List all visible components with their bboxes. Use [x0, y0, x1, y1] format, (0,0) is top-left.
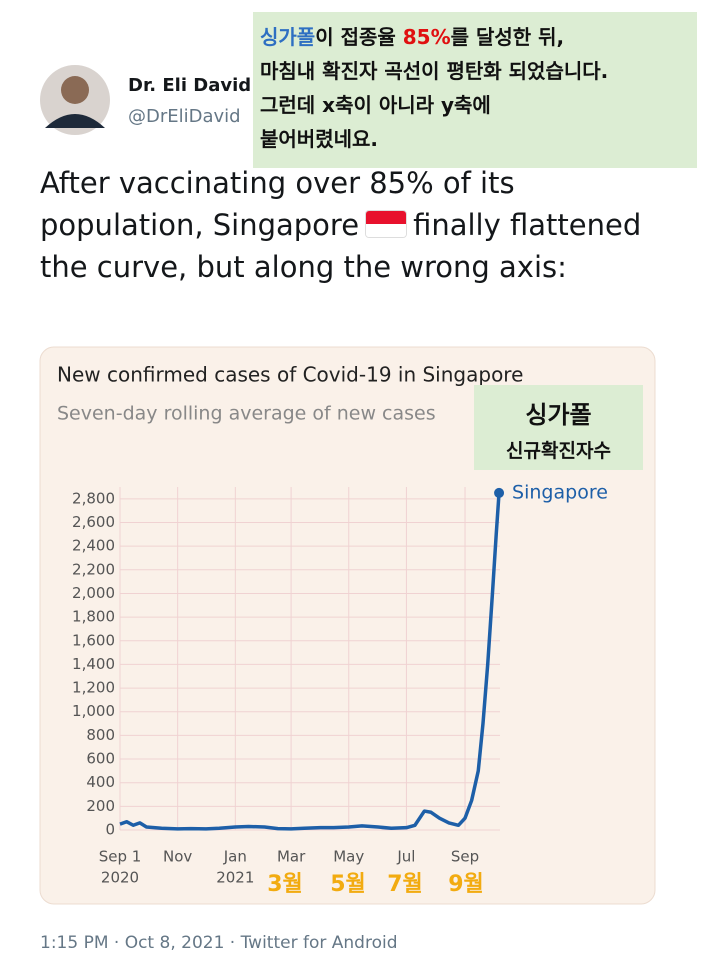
- x-tick-label: Jan: [223, 848, 247, 866]
- y-tick-label: 2,000: [72, 584, 115, 602]
- month-label: 5월: [330, 872, 366, 897]
- highlight: 싱가폴: [260, 25, 316, 49]
- month-label: 7월: [387, 872, 423, 897]
- tweet-footer: 1:15 PM · Oct 8, 2021 · Twitter for Andr…: [40, 933, 398, 953]
- annotation-line: 싱가폴이 접종율 85%를 달성한 뒤,: [260, 20, 690, 54]
- x-tick-sublabel: 2021: [216, 869, 254, 887]
- tweet-text: After vaccinating over 85% of its popula…: [40, 162, 680, 288]
- chart-card: [39, 346, 656, 905]
- annotation-box: 싱가폴이 접종율 85%를 달성한 뒤, 마침내 확진자 곡선이 평탄화 되었습니…: [253, 12, 697, 168]
- y-tick-label: 400: [86, 773, 115, 791]
- flag-icon: [365, 210, 408, 238]
- y-tick-label: 1,200: [72, 679, 115, 697]
- y-tick-label: 2,200: [72, 560, 115, 578]
- y-tick-label: 2,800: [72, 489, 115, 507]
- tweet-text-part: After vaccinating over 85% of its popula…: [40, 166, 515, 242]
- chart-label: 신규확진자수: [506, 440, 611, 462]
- legend-label: Singapore: [512, 481, 608, 503]
- x-tick-label: Jul: [396, 848, 415, 866]
- y-tick-label: 1,600: [72, 631, 115, 649]
- x-tick-sublabel: 2020: [101, 869, 139, 887]
- y-tick-label: 1,400: [72, 655, 115, 673]
- legend-dot: [494, 487, 505, 498]
- tweet-text-part: finally flattened the curve, but along t…: [40, 208, 642, 284]
- y-tick-label: 200: [86, 797, 115, 815]
- series-line: [119, 492, 501, 831]
- y-tick-label: 1,800: [72, 608, 115, 626]
- x-tick-label: May: [333, 848, 364, 866]
- y-tick-label: 2,400: [72, 537, 115, 555]
- plot: 0 200 400 600 800 1,000 1,200 1,400 1,600 1,800 2,…: [72, 481, 608, 897]
- chart-subtitle: Seven-day rolling average of new cases: [57, 403, 436, 425]
- chart-title: New confirmed cases of Covid-19 in Singa…: [57, 363, 523, 387]
- month-label: 3월: [267, 872, 303, 897]
- annotation-text: 이 접종율: [315, 25, 403, 49]
- avatar-face: [61, 76, 89, 104]
- x-tick-label: Mar: [277, 848, 306, 866]
- x-tick-label: Sep 1: [99, 848, 142, 866]
- highlight: 85%: [402, 25, 451, 49]
- x-tick-label: Nov: [163, 848, 192, 866]
- annotation-line: 마침내 확진자 곡선이 평탄화 되었습니다.: [260, 59, 609, 83]
- annotation-text: 를 달성한 뒤,: [450, 25, 565, 49]
- y-tick-label: 1,000: [72, 702, 115, 720]
- avatar-body: [45, 114, 105, 128]
- y-tick-label: 0: [105, 821, 115, 839]
- y-tick-label: 800: [86, 726, 115, 744]
- annotation-line: 붙어버렸네요.: [260, 127, 378, 151]
- annotation-line: 그런데 x축이 아니라 y축에: [260, 93, 491, 117]
- month-label: 9월: [448, 872, 484, 897]
- x-tick-label: Sep: [451, 848, 479, 866]
- y-tick-label: 2,600: [72, 513, 115, 531]
- author-name[interactable]: Dr. Eli David: [128, 75, 251, 96]
- y-tick-label: 600: [86, 750, 115, 768]
- chart-label: 싱가폴: [525, 401, 592, 429]
- author-handle[interactable]: @DrEliDavid: [128, 106, 241, 127]
